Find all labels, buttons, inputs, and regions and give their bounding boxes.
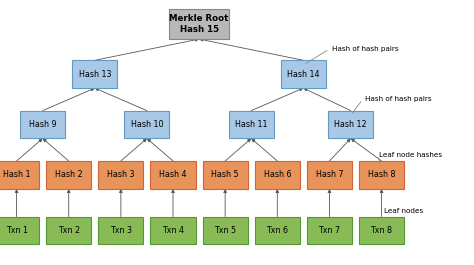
FancyBboxPatch shape: [46, 161, 91, 189]
FancyBboxPatch shape: [151, 161, 195, 189]
Text: Hash of hash pairs: Hash of hash pairs: [332, 46, 399, 52]
FancyBboxPatch shape: [99, 161, 143, 189]
FancyBboxPatch shape: [124, 111, 170, 138]
Text: Hash 9: Hash 9: [29, 120, 56, 129]
FancyBboxPatch shape: [72, 60, 118, 88]
FancyBboxPatch shape: [255, 161, 300, 189]
Text: Txn 5: Txn 5: [214, 226, 236, 235]
Text: Leaf nodes: Leaf nodes: [384, 208, 423, 214]
Text: Txn 2: Txn 2: [58, 226, 80, 235]
Text: Hash 7: Hash 7: [316, 170, 343, 179]
Text: Hash 6: Hash 6: [264, 170, 291, 179]
Text: Merkle Root
Hash 15: Merkle Root Hash 15: [169, 14, 229, 34]
Text: Txn 8: Txn 8: [371, 226, 392, 235]
FancyBboxPatch shape: [169, 9, 228, 39]
Text: Hash 2: Hash 2: [55, 170, 82, 179]
FancyBboxPatch shape: [255, 217, 300, 244]
Text: Hash 10: Hash 10: [131, 120, 163, 129]
FancyBboxPatch shape: [228, 111, 274, 138]
Text: Txn 6: Txn 6: [266, 226, 288, 235]
FancyBboxPatch shape: [99, 217, 143, 244]
FancyBboxPatch shape: [202, 161, 247, 189]
FancyBboxPatch shape: [0, 217, 39, 244]
Text: Hash 11: Hash 11: [235, 120, 267, 129]
FancyBboxPatch shape: [46, 217, 91, 244]
Text: Hash 3: Hash 3: [107, 170, 135, 179]
FancyBboxPatch shape: [281, 60, 326, 88]
FancyBboxPatch shape: [307, 217, 352, 244]
FancyBboxPatch shape: [359, 161, 404, 189]
Text: Hash 12: Hash 12: [335, 120, 367, 129]
FancyBboxPatch shape: [20, 111, 65, 138]
FancyBboxPatch shape: [202, 217, 247, 244]
Text: Hash 4: Hash 4: [159, 170, 187, 179]
FancyBboxPatch shape: [307, 161, 352, 189]
Text: Hash 1: Hash 1: [3, 170, 30, 179]
FancyBboxPatch shape: [328, 111, 373, 138]
FancyBboxPatch shape: [359, 217, 404, 244]
Text: Txn 7: Txn 7: [319, 226, 340, 235]
Text: Hash 5: Hash 5: [211, 170, 239, 179]
Text: Hash 14: Hash 14: [287, 70, 319, 79]
Text: Hash of hash pairs: Hash of hash pairs: [365, 96, 432, 102]
Text: Leaf node hashes: Leaf node hashes: [379, 152, 442, 158]
FancyBboxPatch shape: [151, 217, 195, 244]
Text: Hash 13: Hash 13: [79, 70, 111, 79]
Text: Txn 3: Txn 3: [110, 226, 132, 235]
FancyBboxPatch shape: [0, 161, 39, 189]
Text: Hash 8: Hash 8: [368, 170, 395, 179]
Text: Txn 4: Txn 4: [162, 226, 184, 235]
Text: Txn 1: Txn 1: [6, 226, 27, 235]
